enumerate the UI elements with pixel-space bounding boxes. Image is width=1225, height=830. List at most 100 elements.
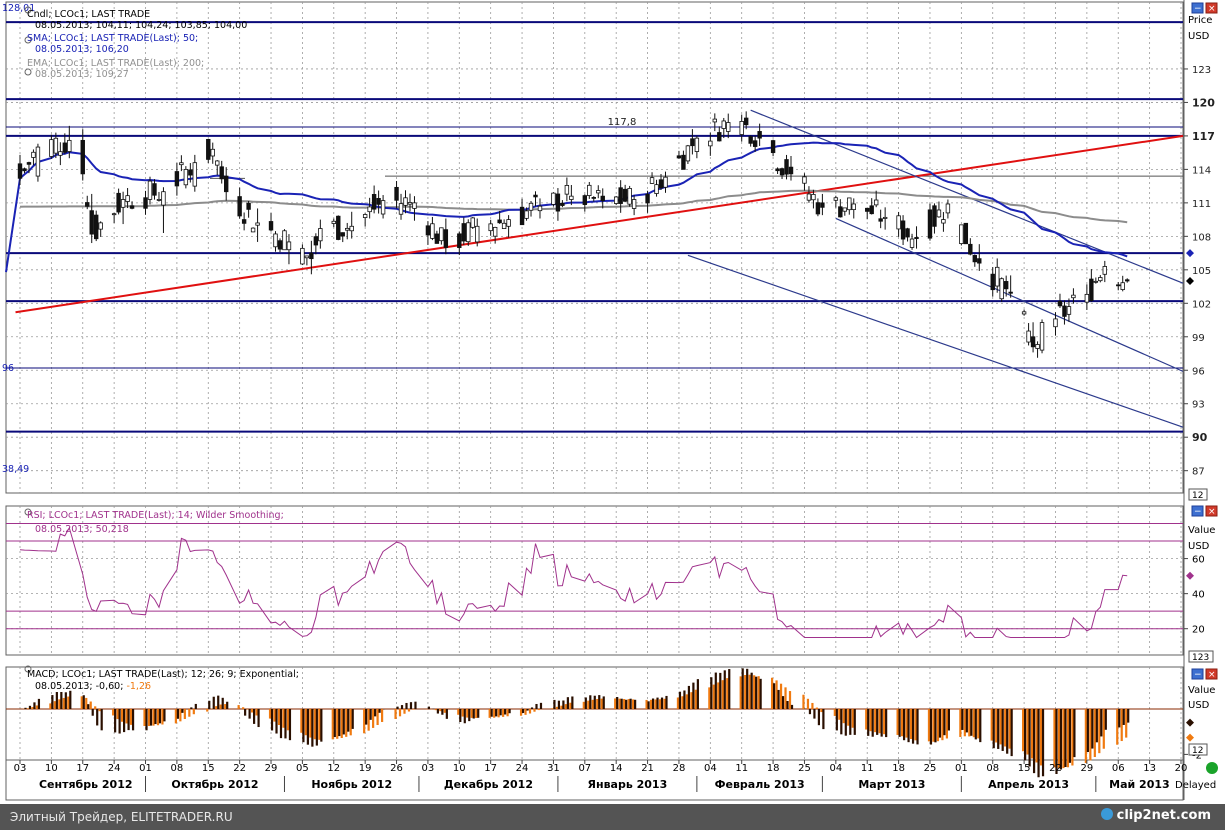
candle <box>882 207 888 230</box>
price-legend-line-5: EMA; LCOc1; LAST TRADE(Last); 200; <box>27 58 205 69</box>
candle <box>1003 275 1009 297</box>
candle <box>663 171 668 193</box>
candle <box>914 226 919 249</box>
candle-body-up <box>1039 322 1045 351</box>
candle <box>241 212 247 231</box>
candle <box>192 154 198 192</box>
candle-body-down <box>927 209 933 239</box>
candle <box>739 114 744 142</box>
candle-body-up <box>286 241 292 251</box>
candle-body-up <box>587 184 592 196</box>
candle <box>936 201 942 218</box>
candle <box>1021 309 1027 316</box>
candle-body-up <box>1098 277 1103 282</box>
candle-body-down <box>779 168 785 176</box>
ema-200-line <box>19 189 1128 224</box>
candle-body-down <box>17 163 23 179</box>
candle <box>380 195 386 219</box>
time-tick-label: 21 <box>641 763 654 774</box>
candle <box>340 232 345 243</box>
candle <box>1053 312 1058 336</box>
candle <box>439 227 444 245</box>
candle-body-down <box>425 225 431 236</box>
candle-body-up <box>111 213 117 216</box>
candle-body-up <box>282 230 287 251</box>
time-tick-label: 26 <box>390 763 403 774</box>
candle <box>349 211 354 239</box>
candle <box>501 219 507 229</box>
macd-signal-marker <box>1186 733 1194 742</box>
candle-body-up <box>367 206 372 213</box>
candle <box>900 215 906 245</box>
candle <box>492 226 498 244</box>
rsi-tick-label: 60 <box>1192 555 1205 566</box>
candle-body-up <box>909 238 915 248</box>
macd-minimize-button[interactable] <box>1191 668 1204 680</box>
candle-body-down <box>376 198 381 205</box>
price-corner-low: 38,49 <box>2 464 29 475</box>
candle-body-down <box>1008 291 1013 294</box>
candle-body-up <box>847 197 852 211</box>
candle <box>345 222 350 240</box>
time-tick-label: 11 <box>735 763 748 774</box>
candle <box>497 210 502 224</box>
price-minimize-button[interactable] <box>1191 2 1204 14</box>
candle-body-up <box>466 222 471 243</box>
candle-body-up <box>412 202 417 209</box>
candle-body-up <box>528 202 534 211</box>
candle <box>179 155 184 172</box>
chart-window[interactable]: 117,8 87 90 93 96 99 102 105 108 111 114 117 120 123 P… <box>0 0 1225 804</box>
candle <box>1062 300 1067 325</box>
candle-body-up <box>694 137 700 152</box>
time-tick-label: 20 <box>1175 763 1188 774</box>
rsi-close-button[interactable] <box>1205 505 1218 517</box>
chart-canvas[interactable]: 117,88790939699102105108111114117120123P… <box>0 0 1225 804</box>
rsi-line <box>19 526 1128 639</box>
candle-body-up <box>35 146 41 177</box>
candles <box>17 111 1130 358</box>
macd-tick-label: -2 <box>1192 750 1202 761</box>
candle-body-up <box>98 222 103 230</box>
candle <box>708 132 713 156</box>
candle <box>851 198 856 219</box>
candle-body-up <box>596 190 601 194</box>
month-label: Май 2013 <box>1109 778 1170 791</box>
candle-body-down <box>977 258 982 264</box>
month-label: Февраль 2013 <box>715 778 805 791</box>
candle-body-down <box>900 220 906 240</box>
candle <box>470 217 475 229</box>
candle <box>224 167 229 201</box>
price-tick-label: 114 <box>1192 165 1211 176</box>
candle <box>403 190 408 214</box>
candle <box>569 185 574 206</box>
candle-body-up <box>1053 318 1058 328</box>
level-label-117-8: 117,8 <box>608 117 637 128</box>
candle <box>394 180 399 209</box>
candle-body-up <box>1093 280 1099 283</box>
candle-body-down <box>443 229 449 248</box>
time-tick-label: 25 <box>798 763 811 774</box>
candle <box>838 199 843 218</box>
candle <box>896 211 901 237</box>
candle <box>847 197 852 215</box>
time-tick-label: 10 <box>45 763 58 774</box>
price-close-button[interactable] <box>1205 2 1218 14</box>
price-legend-line-4: 08.05.2013; 106,20 <box>35 44 129 55</box>
macd-close-button[interactable] <box>1205 668 1218 680</box>
rsi-tick-label: 40 <box>1192 590 1205 601</box>
macd-panel-frame <box>5 666 1184 761</box>
candle <box>743 111 749 130</box>
candle <box>551 192 556 207</box>
candle-body-up <box>67 139 72 152</box>
candle-body-up <box>345 227 350 231</box>
price-scale-box-label: 12 <box>1192 491 1203 501</box>
candle <box>215 160 220 176</box>
rsi-minimize-button[interactable] <box>1191 505 1204 517</box>
candle-body-down <box>457 233 462 248</box>
candle-body-down <box>784 159 789 175</box>
candle <box>475 218 480 247</box>
price-legend-line-6: 08.05.2013; 109,27 <box>35 69 129 80</box>
candle-body-up <box>1021 311 1027 315</box>
candle <box>1120 275 1125 292</box>
candle-body-down <box>336 215 341 240</box>
